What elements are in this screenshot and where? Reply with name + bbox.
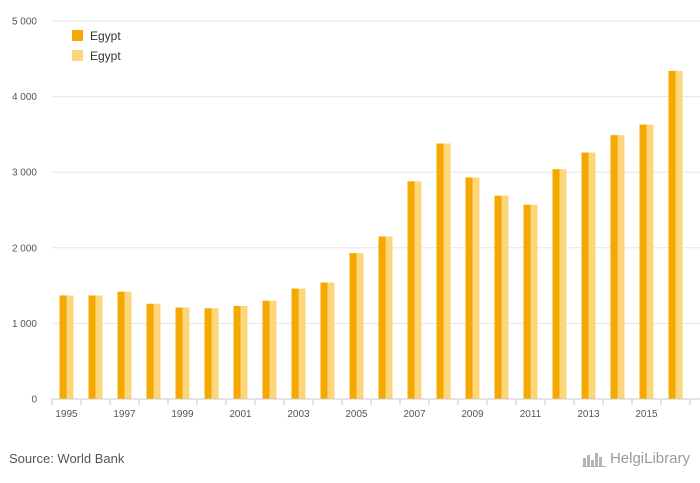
bar-1-2003 xyxy=(291,288,299,399)
brand-name: HelgiLibrary xyxy=(609,450,690,467)
legend-swatch xyxy=(72,50,83,61)
x-tick-label: 1997 xyxy=(113,409,136,420)
legend-label: Egypt xyxy=(90,49,121,63)
bar-1-2002 xyxy=(262,300,270,399)
bar-1-2004 xyxy=(320,282,328,399)
bar-2-2015 xyxy=(646,124,654,400)
bar-2-2002 xyxy=(269,300,277,399)
x-tick-label: 1995 xyxy=(55,409,78,420)
bar-2-2000 xyxy=(211,308,219,399)
y-axis: 0 1 000 2 000 3 000 4 000 5 000 xyxy=(12,17,37,406)
bar-2-2006 xyxy=(385,236,393,399)
bar-2-2005 xyxy=(356,253,364,399)
source-note: Source: World Bank xyxy=(9,451,125,466)
x-axis: 1995 1997 1999 2001 2003 2005 2007 2009 2011 2013… xyxy=(51,398,700,420)
bar-1-2008 xyxy=(436,143,444,399)
y-tick-label: 5 000 xyxy=(12,17,37,28)
y-tick-label: 4 000 xyxy=(12,92,37,103)
x-tick-label: 2007 xyxy=(403,409,426,420)
brand-logo[interactable]: HelgiLibrary xyxy=(581,450,690,467)
bar-1-2006 xyxy=(378,236,386,399)
gridlines xyxy=(52,20,700,324)
bar-2-2011 xyxy=(530,204,538,399)
bar-1-2007 xyxy=(407,181,415,399)
bar-1-2016 xyxy=(668,70,676,400)
x-tick-label: 2011 xyxy=(520,409,542,420)
x-tick-label: 1999 xyxy=(171,409,194,420)
chart: 1995 1997 1999 2001 2003 2005 2007 2009 2011 2013… xyxy=(12,17,700,420)
bar-2-2013 xyxy=(588,152,596,399)
bar-2-2004 xyxy=(327,282,335,399)
bar-1-1997 xyxy=(117,291,125,399)
x-tick-label: 2005 xyxy=(345,409,368,420)
y-tick-label: 3 000 xyxy=(12,168,37,179)
bar-2-1996 xyxy=(95,295,103,399)
bar-1-1999 xyxy=(175,307,183,399)
bar-1-2013 xyxy=(581,152,589,399)
legend: Egypt Egypt xyxy=(72,29,121,63)
bar-2-2001 xyxy=(240,306,248,399)
y-tick-label: 0 xyxy=(31,395,37,406)
x-tick-label: 2013 xyxy=(577,409,600,420)
bar-1-1998 xyxy=(146,303,154,399)
legend-label: Egypt xyxy=(90,29,121,43)
x-tick-label: 2009 xyxy=(461,409,484,420)
bar-2-2008 xyxy=(443,143,451,399)
bar-1-2009 xyxy=(465,177,473,399)
bar-2-2016 xyxy=(675,70,683,400)
skyline-logo-icon xyxy=(581,452,606,467)
bar-2-2010 xyxy=(501,195,509,399)
x-tick-label: 2001 xyxy=(229,409,252,420)
bar-2-1997 xyxy=(124,291,132,399)
bar-1-2005 xyxy=(349,253,357,399)
bar-2-2014 xyxy=(617,135,625,399)
y-tick-label: 1 000 xyxy=(12,319,37,330)
bar-1-1995 xyxy=(59,295,67,399)
bar-2-2009 xyxy=(472,177,480,399)
bar-1-2001 xyxy=(233,306,241,399)
bar-1-1996 xyxy=(88,295,96,399)
bars xyxy=(59,70,683,400)
legend-swatch xyxy=(72,30,83,41)
bar-2-2003 xyxy=(298,288,306,399)
bar-2-2007 xyxy=(414,181,422,399)
bar-2-1995 xyxy=(66,295,74,399)
x-tick-label: 2015 xyxy=(635,409,658,420)
bar-1-2000 xyxy=(204,308,212,399)
x-tick-label: 2003 xyxy=(287,409,310,420)
bar-1-2011 xyxy=(523,204,531,399)
bar-2-2012 xyxy=(559,169,567,399)
bar-1-2010 xyxy=(494,195,502,399)
bar-1-2014 xyxy=(610,135,618,399)
bar-2-1998 xyxy=(153,303,161,399)
bar-1-2015 xyxy=(639,124,647,400)
bar-2-1999 xyxy=(182,307,190,399)
bar-1-2012 xyxy=(552,169,560,399)
y-tick-label: 2 000 xyxy=(12,243,37,254)
